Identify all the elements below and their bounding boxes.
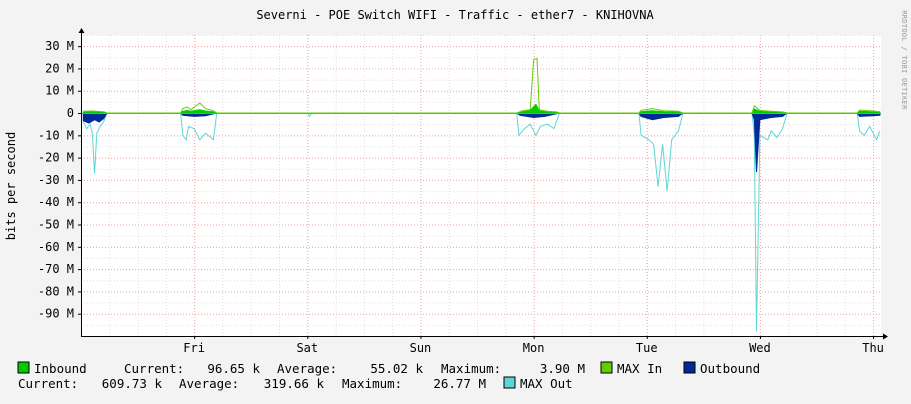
y-tick-label: -60 M <box>38 240 74 254</box>
legend-inbound-average-value: 55.02 k <box>370 361 423 376</box>
y-tick-label: -10 M <box>38 128 74 142</box>
y-tick-label: 20 M <box>45 61 74 75</box>
x-tick-label: Tue <box>636 341 658 355</box>
x-tick-label: Mon <box>523 341 545 355</box>
plot-area <box>81 35 881 336</box>
legend-outbound-average-label: Average: <box>179 376 239 391</box>
y-tick-label: -80 M <box>38 284 74 298</box>
chart-title: Severni - POE Switch WIFI - Traffic - et… <box>256 8 654 22</box>
axes <box>78 28 888 340</box>
legend-inbound-average-label: Average: <box>277 361 337 376</box>
y-tick-label: -30 M <box>38 173 74 187</box>
y-tick-label: -90 M <box>38 307 74 321</box>
legend-outbound-current-value: 609.73 k <box>102 376 163 391</box>
legend-inbound-maximum-label: Maximum: <box>441 361 501 376</box>
legend-swatch-inbound <box>17 361 30 374</box>
legend-inbound-current-label: Current: <box>124 361 184 376</box>
y-tick-label: -40 M <box>38 195 74 209</box>
legend-inbound-label: Inbound <box>34 361 87 376</box>
legend-outbound-current-label: Current: <box>18 376 78 391</box>
grid <box>81 35 881 337</box>
x-tick-label: Thu <box>862 341 884 355</box>
legend-inbound-current-value: 96.65 k <box>207 361 260 376</box>
y-tick-label: -70 M <box>38 262 74 276</box>
legend-swatch-max-in <box>600 361 613 374</box>
x-tick-label: Sat <box>296 341 318 355</box>
x-tick-label: Sun <box>410 341 432 355</box>
y-tick-label: 10 M <box>45 84 74 98</box>
legend-swatch-outbound <box>683 361 696 374</box>
watermark: RRDTOOL / TOBI OETIKER <box>900 10 908 110</box>
y-tick-labels: 30 M 20 M 10 M 0 -10 M -20 M -30 M -40 M -50 M -6… <box>38 39 74 321</box>
x-axis-arrow <box>883 333 888 340</box>
x-tick-label: Fri <box>183 341 205 355</box>
y-tick-label: -20 M <box>38 151 74 165</box>
y-tick-label: 0 <box>67 106 74 120</box>
legend-outbound-maximum-value: 26.77 M <box>433 376 486 391</box>
x-tick-label: Wed <box>749 341 771 355</box>
y-axis-arrow <box>78 28 85 33</box>
legend-swatch-max-out <box>503 376 516 389</box>
legend-outbound-average-value: 319.66 k <box>264 376 325 391</box>
y-tick-label: -50 M <box>38 218 74 232</box>
y-axis-label: bits per second <box>4 132 18 240</box>
legend-outbound-label: Outbound <box>700 361 760 376</box>
x-tick-labels: Fri Sat Sun Mon Tue Wed Thu <box>183 341 884 355</box>
series-max-in-line <box>83 57 880 114</box>
legend-inbound-maximum-value: 3.90 M <box>540 361 585 376</box>
y-tick-label: 30 M <box>45 39 74 53</box>
legend-outbound-maximum-label: Maximum: <box>342 376 402 391</box>
legend-max-in-label: MAX In <box>617 361 662 376</box>
legend-max-out-label: MAX Out <box>520 376 573 391</box>
